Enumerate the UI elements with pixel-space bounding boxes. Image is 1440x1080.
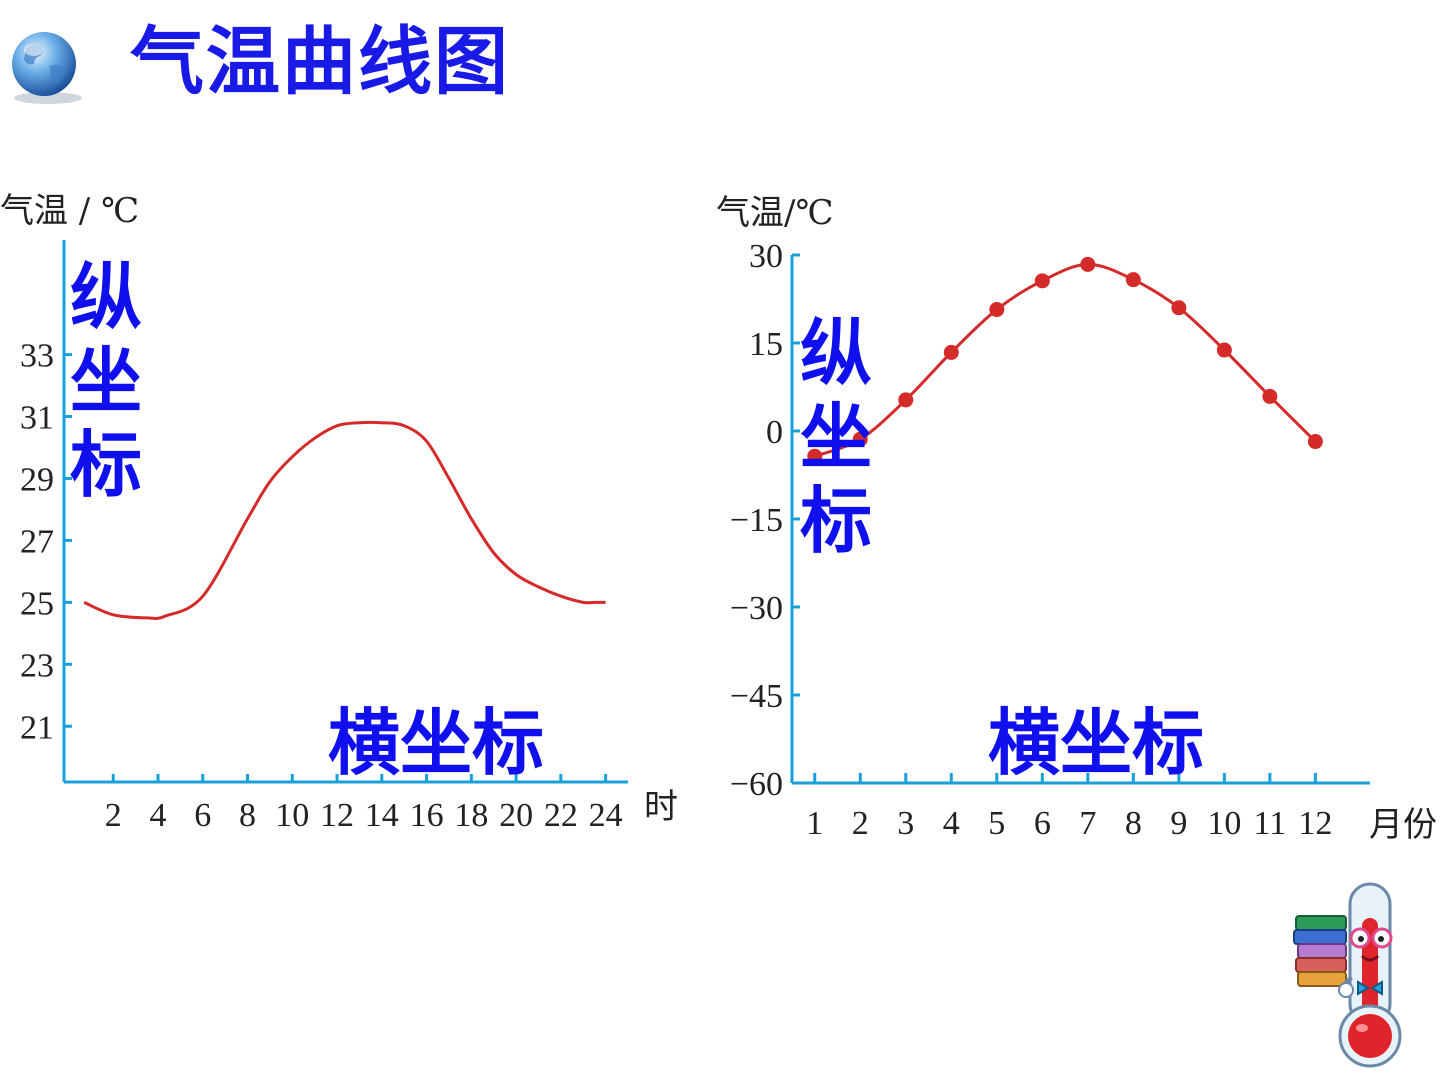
y-tick-label: 30 bbox=[749, 238, 783, 275]
x-tick-label: 2 bbox=[105, 797, 122, 834]
x-axis-label: 月份 bbox=[1369, 805, 1437, 845]
y-axis-callout-char: 标 bbox=[70, 423, 142, 507]
series-line bbox=[814, 262, 1317, 458]
data-point bbox=[1171, 300, 1187, 316]
y-tick-label: −45 bbox=[730, 678, 783, 715]
data-point bbox=[989, 302, 1005, 318]
x-axis-label: 时 bbox=[644, 787, 678, 827]
globe-icon bbox=[12, 32, 82, 104]
x-tick-label: 24 bbox=[589, 797, 623, 834]
data-point bbox=[852, 431, 868, 447]
x-tick-label: 10 bbox=[1207, 805, 1241, 842]
thermometer-mascot-icon bbox=[1293, 882, 1402, 1068]
x-tick-label: 12 bbox=[320, 797, 354, 834]
x-tick-label: 5 bbox=[988, 805, 1005, 842]
y-tick-label: 21 bbox=[20, 709, 54, 746]
x-tick-label: 11 bbox=[1253, 805, 1286, 842]
x-tick-label: 16 bbox=[410, 797, 444, 834]
x-tick-label: 22 bbox=[544, 797, 578, 834]
x-tick-label: 14 bbox=[365, 797, 399, 834]
x-tick-label: 20 bbox=[499, 797, 533, 834]
x-tick-label: 12 bbox=[1298, 805, 1332, 842]
book-stack bbox=[1293, 915, 1347, 987]
y-tick-label: 33 bbox=[20, 338, 54, 375]
y-tick-label: 27 bbox=[20, 523, 54, 560]
x-axis-callout: 横坐标 bbox=[328, 701, 544, 785]
x-tick-label: 10 bbox=[275, 797, 309, 834]
x-tick-label: 8 bbox=[1125, 805, 1142, 842]
data-point bbox=[943, 344, 959, 360]
x-tick-label: 6 bbox=[194, 797, 211, 834]
data-point bbox=[1216, 342, 1232, 358]
y-axis-callout-char: 坐 bbox=[800, 395, 872, 479]
y-tick-label: −60 bbox=[730, 766, 783, 803]
data-point bbox=[898, 392, 914, 408]
x-tick-label: 6 bbox=[1034, 805, 1051, 842]
y-axis-label: 气温/℃ bbox=[716, 193, 834, 233]
y-axis-callout-char: 纵 bbox=[800, 311, 872, 395]
data-point bbox=[807, 448, 823, 464]
data-point bbox=[1034, 273, 1050, 289]
y-tick-label: 0 bbox=[766, 414, 783, 451]
data-point bbox=[1080, 256, 1096, 272]
y-axis-callout-char: 纵 bbox=[70, 255, 142, 339]
y-axis-callout-char: 标 bbox=[800, 479, 872, 563]
y-tick-label: 29 bbox=[20, 461, 54, 498]
x-tick-label: 4 bbox=[150, 797, 167, 834]
x-tick-label: 4 bbox=[943, 805, 960, 842]
y-tick-label: −30 bbox=[730, 590, 783, 627]
y-tick-label: 15 bbox=[749, 326, 783, 363]
x-tick-label: 7 bbox=[1079, 805, 1096, 842]
data-point bbox=[1125, 272, 1141, 288]
data-point bbox=[1262, 388, 1278, 404]
x-tick-label: 9 bbox=[1170, 805, 1187, 842]
x-tick-label: 3 bbox=[897, 805, 914, 842]
y-axis-callout-char: 坐 bbox=[70, 339, 142, 423]
series-line bbox=[83, 420, 606, 621]
y-tick-label: 25 bbox=[20, 585, 54, 622]
x-tick-label: 2 bbox=[852, 805, 869, 842]
x-axis-callout: 横坐标 bbox=[988, 701, 1204, 785]
y-tick-label: −15 bbox=[730, 502, 783, 539]
slide-title: 气温曲线图 bbox=[130, 19, 510, 105]
y-tick-label: 23 bbox=[20, 647, 54, 684]
y-axis-label: 气温 / ℃ bbox=[0, 191, 139, 231]
x-tick-label: 18 bbox=[454, 797, 488, 834]
y-tick-label: 31 bbox=[20, 400, 54, 437]
x-tick-label: 8 bbox=[239, 797, 256, 834]
data-point bbox=[1307, 434, 1323, 450]
x-tick-label: 1 bbox=[806, 805, 823, 842]
